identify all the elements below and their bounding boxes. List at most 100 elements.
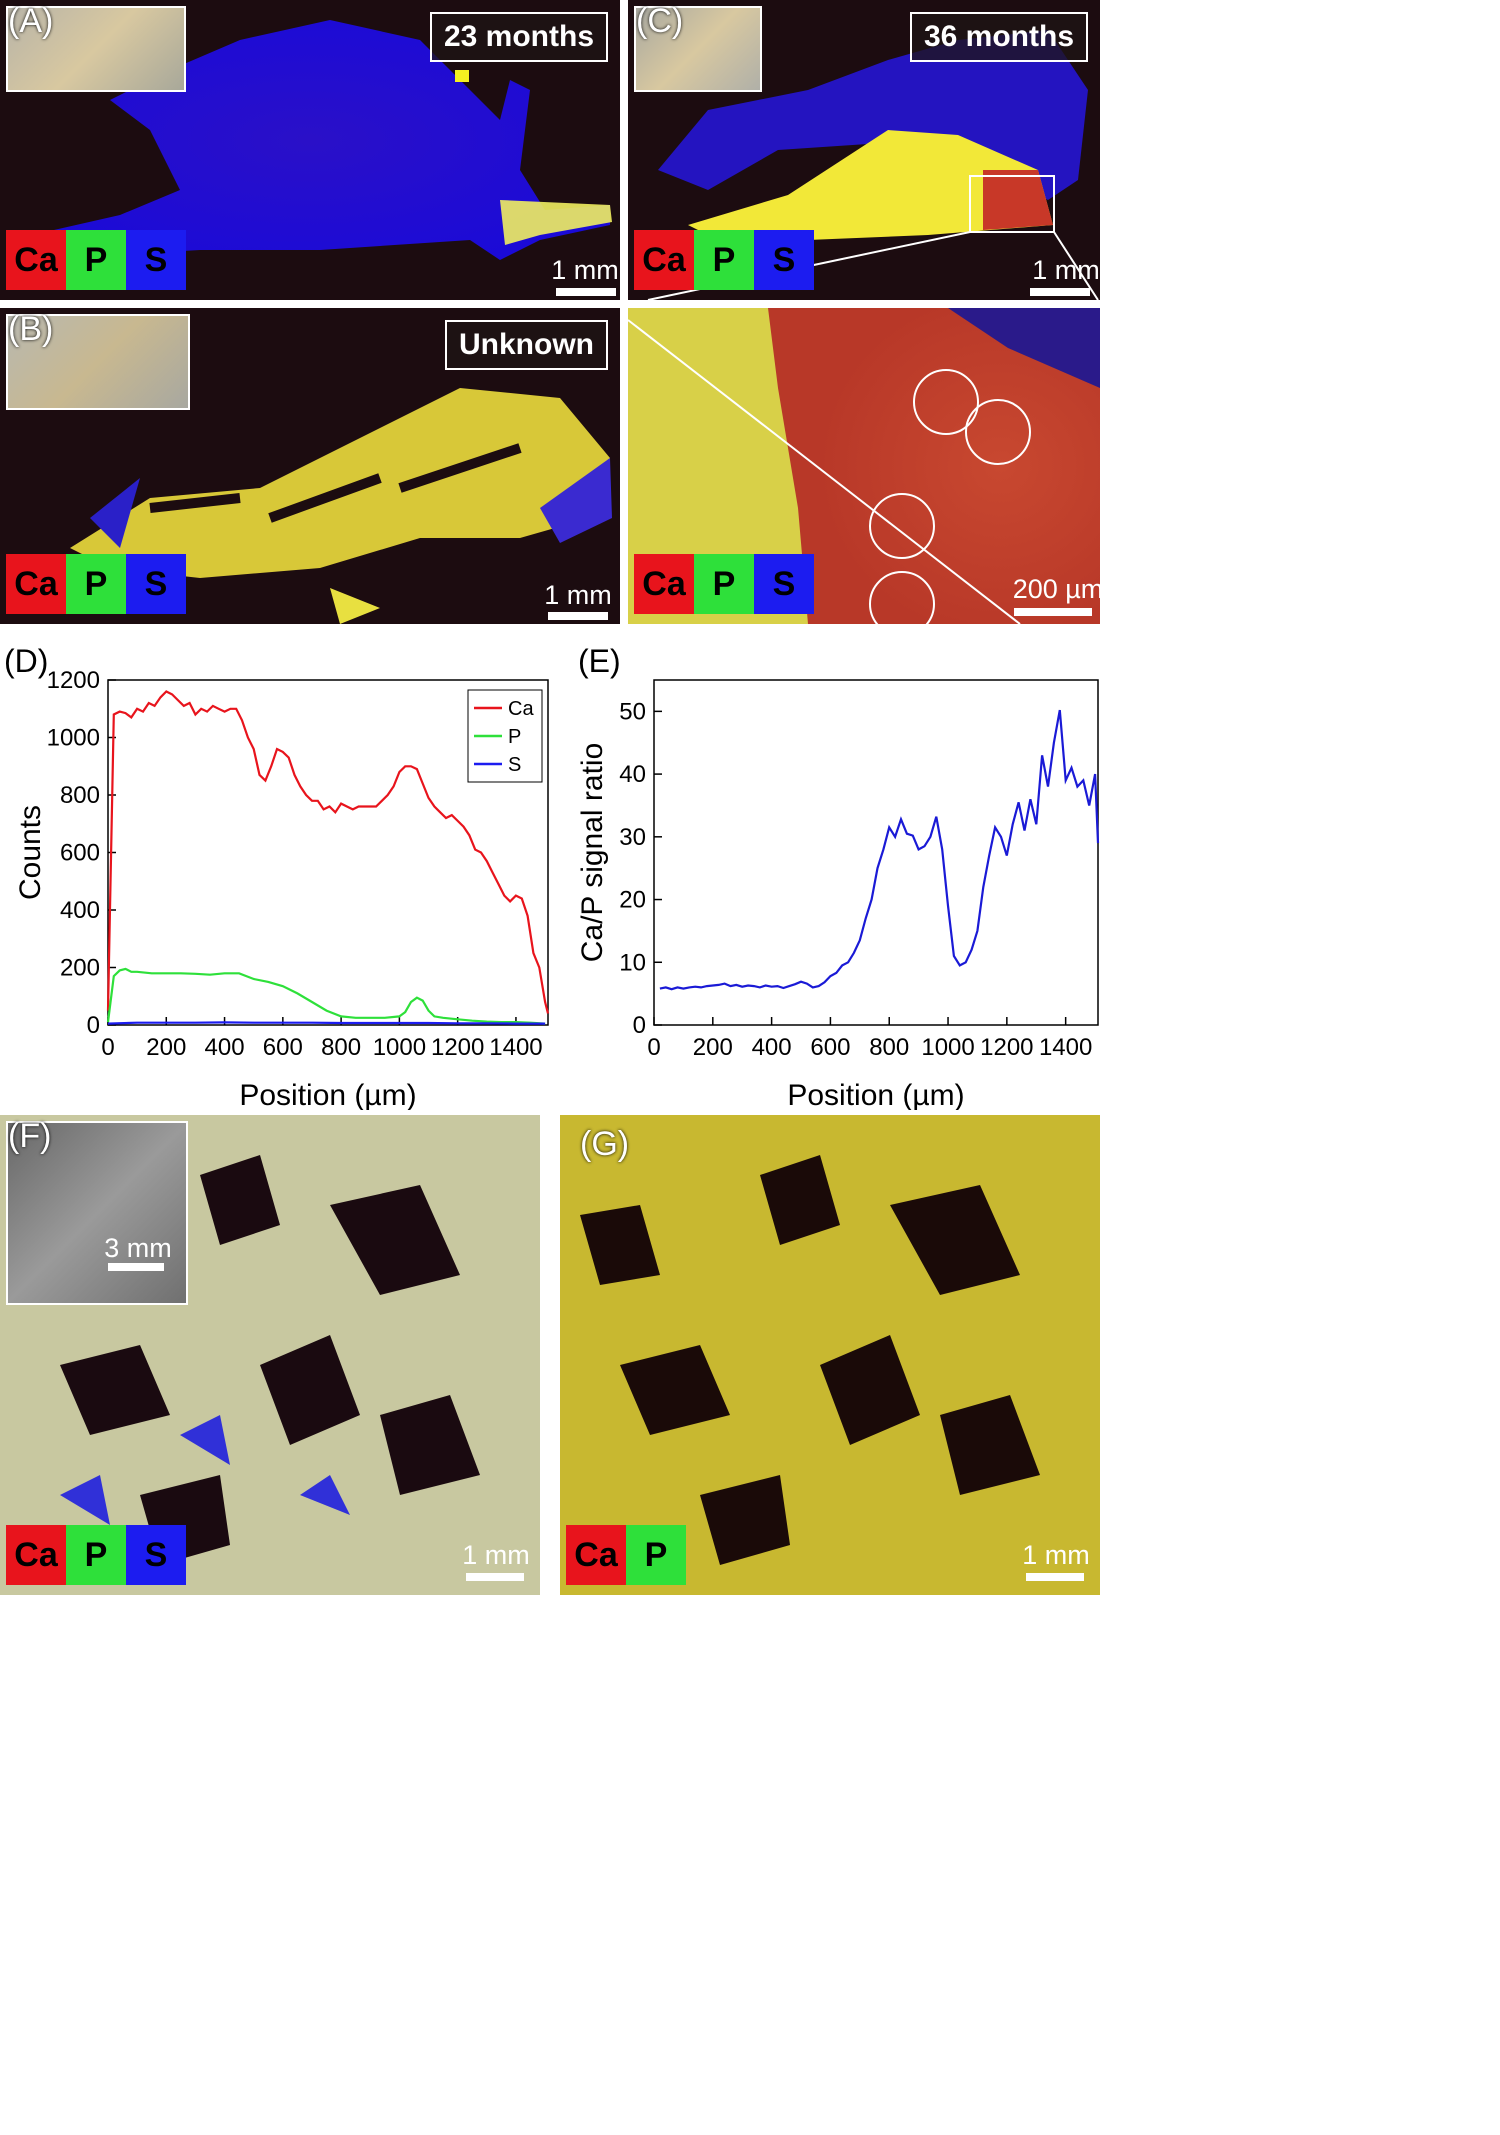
y-tick-label: 30 <box>619 824 646 851</box>
x-tick-label: 600 <box>263 1034 303 1061</box>
x-tick-label: 200 <box>146 1034 186 1061</box>
chart-d-svg: 0 200 400 600 800 1000 1200 1400020040060080010… <box>4 643 550 1110</box>
panel-a-image: (A) 23 months Ca P S 1 mm <box>0 0 620 300</box>
panel-f-legend: Ca P S <box>6 1525 186 1585</box>
x-tick-label: 400 <box>752 1034 792 1061</box>
x-tick-label: 1000 <box>921 1034 974 1061</box>
y-tick-label: 1000 <box>47 725 100 752</box>
legend-ca-swatch: Ca <box>634 230 694 290</box>
y-axis-label: Ca/P signal ratio <box>576 743 609 963</box>
y-axis-label: Counts <box>14 805 47 900</box>
panel-c-legend: Ca P S <box>634 230 814 290</box>
series-line-ca <box>106 690 550 1014</box>
legend-label-s: S <box>508 754 521 776</box>
y-tick-label: 0 <box>633 1012 646 1039</box>
y-tick-label: 200 <box>60 955 100 982</box>
y-tick-label: 600 <box>60 840 100 867</box>
legend-ca-swatch: Ca <box>6 1525 66 1585</box>
legend-label-p: P <box>508 726 521 748</box>
chart-e-svg: 0 200 400 600 800 1000 1200 1400 0 10 20 30 40 50 Posi… <box>576 643 1100 1110</box>
legend-p-swatch: P <box>694 230 754 290</box>
legend-s-swatch: S <box>754 554 814 614</box>
panel-c-zoom-image: Ca P S 200 µm <box>628 308 1100 624</box>
y-tick-label: 40 <box>619 761 646 788</box>
chart-panel-label: (E) <box>578 643 621 679</box>
series-line-s <box>107 1021 546 1025</box>
x-tick-label: 200 <box>693 1034 733 1061</box>
panel-f-label: (F) <box>8 1117 52 1155</box>
y-tick-label: 20 <box>619 887 646 914</box>
chart-e-container: 0 200 400 600 800 1000 1200 1400 0 10 20 30 40 50 Posi… <box>572 640 1102 1110</box>
panel-c-photo-inset <box>634 6 762 92</box>
panel-c-zoom-scalebar <box>1014 608 1092 616</box>
panel-a-scalebar-label: 1 mm <box>551 255 619 285</box>
series-line-p <box>106 967 546 1025</box>
legend-ca-swatch: Ca <box>6 554 66 614</box>
panel-f-inset-scalebar <box>108 1263 164 1271</box>
x-tick-label: 1200 <box>431 1034 484 1061</box>
x-axis-label: Position (µm) <box>787 1079 964 1110</box>
panel-g-scalebar-label: 1 mm <box>1022 1540 1090 1570</box>
panel-c-zoom-xrf-map <box>628 308 1100 624</box>
panel-c-zoom-legend: Ca P S <box>634 554 814 614</box>
panel-a-label: (A) <box>8 2 54 40</box>
panel-b-label: (B) <box>8 310 54 348</box>
panel-f-photo-inset: 3 mm <box>6 1121 188 1305</box>
legend-p-swatch: P <box>694 554 754 614</box>
panel-c-scalebar <box>1030 288 1090 296</box>
panel-f-xrf-map <box>0 1115 540 1595</box>
x-tick-label: 400 <box>205 1034 245 1061</box>
panel-f-scalebar-label: 1 mm <box>462 1540 530 1570</box>
legend-p-swatch: P <box>66 554 126 614</box>
legend-label-ca: Ca <box>508 698 534 720</box>
x-tick-label: 0 <box>101 1034 114 1061</box>
panel-b-scalebar-label: 1 mm <box>544 580 612 610</box>
panel-f-image: 3 mm (F) Ca P S 1 mm <box>0 1115 540 1595</box>
legend-s-swatch: S <box>126 230 186 290</box>
x-tick-label: 1400 <box>1039 1034 1092 1061</box>
legend-p-swatch: P <box>626 1525 686 1585</box>
plot-frame <box>653 679 1099 1026</box>
panel-g-xrf-map <box>560 1115 1100 1595</box>
y-tick-label: 50 <box>619 698 646 725</box>
panel-a-scalebar <box>556 288 616 296</box>
x-tick-label: 1200 <box>980 1034 1033 1061</box>
panel-c-zoom-scalebar-label: 200 µm <box>1012 574 1100 604</box>
chart-panel-label: (D) <box>4 643 48 679</box>
panel-b-photo-inset <box>6 314 190 410</box>
legend-ca-swatch: Ca <box>634 554 694 614</box>
panel-a-photo-inset <box>6 6 186 92</box>
panel-a-age-badge: 23 months <box>429 12 608 62</box>
legend-s-swatch: S <box>126 1525 186 1585</box>
panel-g-scalebar <box>1026 1573 1084 1581</box>
panel-c-label: (C) <box>636 2 684 40</box>
panel-c-scalebar-label: 1 mm <box>1032 255 1100 285</box>
x-axis-label: Position (µm) <box>239 1079 416 1110</box>
legend-ca-swatch: Ca <box>566 1525 626 1585</box>
panel-c-age-badge: 36 months <box>909 12 1088 62</box>
panel-f-scalebar <box>466 1573 524 1581</box>
legend-s-swatch: S <box>754 230 814 290</box>
panel-f-inset-scalebar-label: 3 mm <box>104 1233 172 1263</box>
legend-ca-swatch: Ca <box>6 230 66 290</box>
x-tick-label: 800 <box>321 1034 361 1061</box>
x-tick-label: 800 <box>869 1034 909 1061</box>
y-tick-label: 1200 <box>47 667 100 694</box>
y-tick-label: 400 <box>60 897 100 924</box>
x-tick-label: 600 <box>810 1034 850 1061</box>
panel-g-label: (G) <box>580 1125 630 1163</box>
panel-a-legend: Ca P S <box>6 230 186 290</box>
legend-s-swatch: S <box>126 554 186 614</box>
series-line-ratio <box>659 709 1100 991</box>
x-tick-label: 1000 <box>373 1034 426 1061</box>
y-tick-label: 10 <box>619 949 646 976</box>
panel-b-age-badge: Unknown <box>445 320 608 370</box>
legend-p-swatch: P <box>66 230 126 290</box>
panel-c-image: (C) 36 months Ca P S 1 mm <box>628 0 1100 300</box>
panel-b-scalebar <box>548 612 608 620</box>
y-tick-label: 0 <box>87 1012 100 1039</box>
panel-b-image: (B) Unknown Ca P S 1 mm <box>0 308 620 624</box>
chart-d-container: 0 200 400 600 800 1000 1200 1400 0 200 400 600 800 10… <box>0 640 560 1110</box>
panel-g-legend: Ca P <box>566 1525 686 1585</box>
x-tick-label: 0 <box>647 1034 660 1061</box>
